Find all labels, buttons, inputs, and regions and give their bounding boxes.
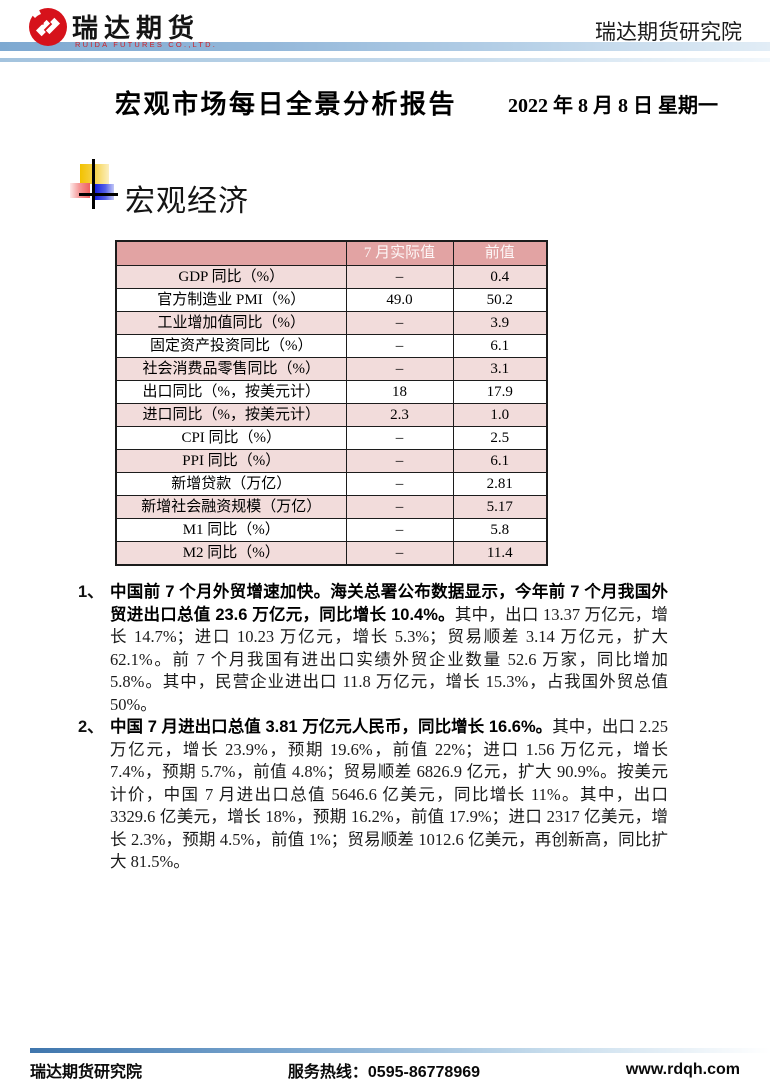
row-indicator-label: CPI 同比（%） bbox=[115, 426, 347, 450]
row-actual-value: 18 bbox=[345, 380, 454, 404]
row-previous-value: 2.5 bbox=[452, 426, 548, 450]
row-actual-value: – bbox=[345, 518, 454, 542]
news-item-text: 中国前 7 个月外贸增速加快。海关总署公布数据显示，今年前 7 个月我国外贸进出… bbox=[110, 581, 668, 716]
row-actual-value: 2.3 bbox=[345, 403, 454, 427]
row-previous-value: 2.81 bbox=[452, 472, 548, 496]
row-actual-value: – bbox=[345, 472, 454, 496]
row-previous-value: 0.4 bbox=[452, 265, 548, 289]
footer-website-link[interactable]: www.rdqh.com bbox=[625, 1061, 740, 1078]
row-actual-value: – bbox=[345, 541, 454, 566]
row-previous-value: 17.9 bbox=[452, 380, 548, 404]
row-previous-value: 6.1 bbox=[452, 449, 548, 473]
table-row: 固定资产投资同比（%） –6.1 bbox=[115, 334, 548, 358]
row-actual-value: – bbox=[345, 311, 454, 335]
col-header-previous: 前值 bbox=[452, 240, 548, 266]
icon-blue-square bbox=[95, 184, 114, 200]
footer-divider-bar bbox=[30, 1048, 770, 1053]
table-row: 出口同比（%，按美元计） 18 17.9 bbox=[115, 380, 548, 404]
row-actual-value: – bbox=[345, 265, 454, 289]
footer-institute: 瑞达期货研究院 bbox=[30, 1064, 143, 1081]
row-indicator-label: PPI 同比（%） bbox=[115, 449, 347, 473]
row-indicator-label: 新增社会融资规模（万亿） bbox=[115, 495, 347, 519]
ruida-logo-icon bbox=[29, 8, 67, 46]
macro-indicator-table: 7 月实际值 前值 GDP 同比（%） –0.4 官方制造业 PMI（%） 49.0 5… bbox=[115, 240, 548, 566]
news-item-number: 1、 bbox=[78, 583, 104, 601]
row-previous-value: 5.17 bbox=[452, 495, 548, 519]
row-actual-value: – bbox=[345, 334, 454, 358]
col-header-actual: 7 月实际值 bbox=[345, 240, 454, 266]
table-row: PPI 同比（%） –6.1 bbox=[115, 449, 548, 473]
row-indicator-label: M1 同比（%） bbox=[115, 518, 347, 542]
table-header-row: 7 月实际值 前值 bbox=[115, 240, 548, 266]
row-indicator-label: 新增贷款（万亿） bbox=[115, 472, 347, 496]
macro-table-body: GDP 同比（%） –0.4 官方制造业 PMI（%） 49.0 50.2 工业增加值同比… bbox=[115, 265, 548, 566]
icon-cross-horizontal bbox=[79, 193, 118, 196]
table-row: CPI 同比（%） –2.5 bbox=[115, 426, 548, 450]
section-bullet-icon bbox=[62, 155, 122, 213]
header-divider-bar bbox=[0, 42, 770, 51]
row-previous-value: 1.0 bbox=[452, 403, 548, 427]
institute-name-header: 瑞达期货研究院 bbox=[595, 21, 742, 44]
row-indicator-label: M2 同比（%） bbox=[115, 541, 347, 566]
report-date: 2022 年 8 月 8 日 星期一 bbox=[508, 95, 718, 117]
news-list: 1、 中国前 7 个月外贸增速加快。海关总署公布数据显示，今年前 7 个月我国外… bbox=[78, 581, 668, 874]
col-header-indicator bbox=[115, 240, 347, 266]
row-actual-value: 49.0 bbox=[345, 288, 454, 312]
table-row: M2 同比（%） –11.4 bbox=[115, 541, 548, 566]
table-row: 工业增加值同比（%） –3.9 bbox=[115, 311, 548, 335]
news-item-1: 1、 中国前 7 个月外贸增速加快。海关总署公布数据显示，今年前 7 个月我国外… bbox=[78, 581, 668, 716]
news-item-body: 其中，出口 2.25 万亿元，增长 23.9%，预期 19.6%，前值 22%；… bbox=[110, 717, 668, 871]
row-previous-value: 3.1 bbox=[452, 357, 548, 381]
row-actual-value: – bbox=[345, 357, 454, 381]
row-indicator-label: 固定资产投资同比（%） bbox=[115, 334, 347, 358]
news-item-text: 中国 7 月进出口总值 3.81 万亿元人民币，同比增长 16.6%。其中，出口… bbox=[110, 716, 668, 874]
report-title: 宏观市场每日全景分析报告 bbox=[115, 89, 458, 119]
news-item-2: 2、 中国 7 月进出口总值 3.81 万亿元人民币，同比增长 16.6%。其中… bbox=[78, 716, 668, 874]
table-row: GDP 同比（%） –0.4 bbox=[115, 265, 548, 289]
table-row: 社会消费品零售同比（%） –3.1 bbox=[115, 357, 548, 381]
section-title: 宏观经济 bbox=[125, 185, 249, 218]
row-actual-value: – bbox=[345, 426, 454, 450]
news-item-lead: 中国 7 月进出口总值 3.81 万亿元人民币，同比增长 16.6%。 bbox=[110, 718, 553, 736]
row-previous-value: 3.9 bbox=[452, 311, 548, 335]
company-logo: 瑞达期货 RUIDA FUTURES CO.,LTD. bbox=[28, 6, 288, 50]
row-previous-value: 50.2 bbox=[452, 288, 548, 312]
row-indicator-label: 出口同比（%，按美元计） bbox=[115, 380, 347, 404]
row-previous-value: 11.4 bbox=[452, 541, 548, 566]
news-item-body: 其中，出口 13.37 万亿元，增长 14.7%；进口 10.23 万亿元，增长… bbox=[110, 604, 669, 714]
row-indicator-label: 进口同比（%，按美元计） bbox=[115, 403, 347, 427]
row-indicator-label: 官方制造业 PMI（%） bbox=[115, 288, 347, 312]
row-indicator-label: GDP 同比（%） bbox=[115, 265, 347, 289]
news-item-lead: 中国前 7 个月外贸增速加快。海关总署公布数据显示，今年前 7 个月我国外贸进出… bbox=[110, 583, 668, 624]
table-row: 进口同比（%，按美元计） 2.3 1.0 bbox=[115, 403, 548, 427]
footer-hotline: 服务热线：0595-86778969 bbox=[287, 1064, 481, 1081]
header-divider-line bbox=[0, 58, 770, 62]
row-indicator-label: 工业增加值同比（%） bbox=[115, 311, 347, 335]
row-previous-value: 6.1 bbox=[452, 334, 548, 358]
table-row: 官方制造业 PMI（%） 49.0 50.2 bbox=[115, 288, 548, 312]
news-item-number: 2、 bbox=[78, 718, 104, 736]
icon-cross-vertical bbox=[92, 159, 95, 209]
row-indicator-label: 社会消费品零售同比（%） bbox=[115, 357, 347, 381]
table-row: 新增社会融资规模（万亿） –5.17 bbox=[115, 495, 548, 519]
row-actual-value: – bbox=[345, 449, 454, 473]
table-row: M1 同比（%） –5.8 bbox=[115, 518, 548, 542]
row-previous-value: 5.8 bbox=[452, 518, 548, 542]
row-actual-value: – bbox=[345, 495, 454, 519]
table-row: 新增贷款（万亿） –2.81 bbox=[115, 472, 548, 496]
brand-subtitle: RUIDA FUTURES CO.,LTD. bbox=[75, 40, 218, 49]
footer: 瑞达期货研究院 服务热线：0595-86778969 www.rdqh.com bbox=[0, 1057, 770, 1083]
brand-name: 瑞达期货 bbox=[72, 13, 201, 43]
